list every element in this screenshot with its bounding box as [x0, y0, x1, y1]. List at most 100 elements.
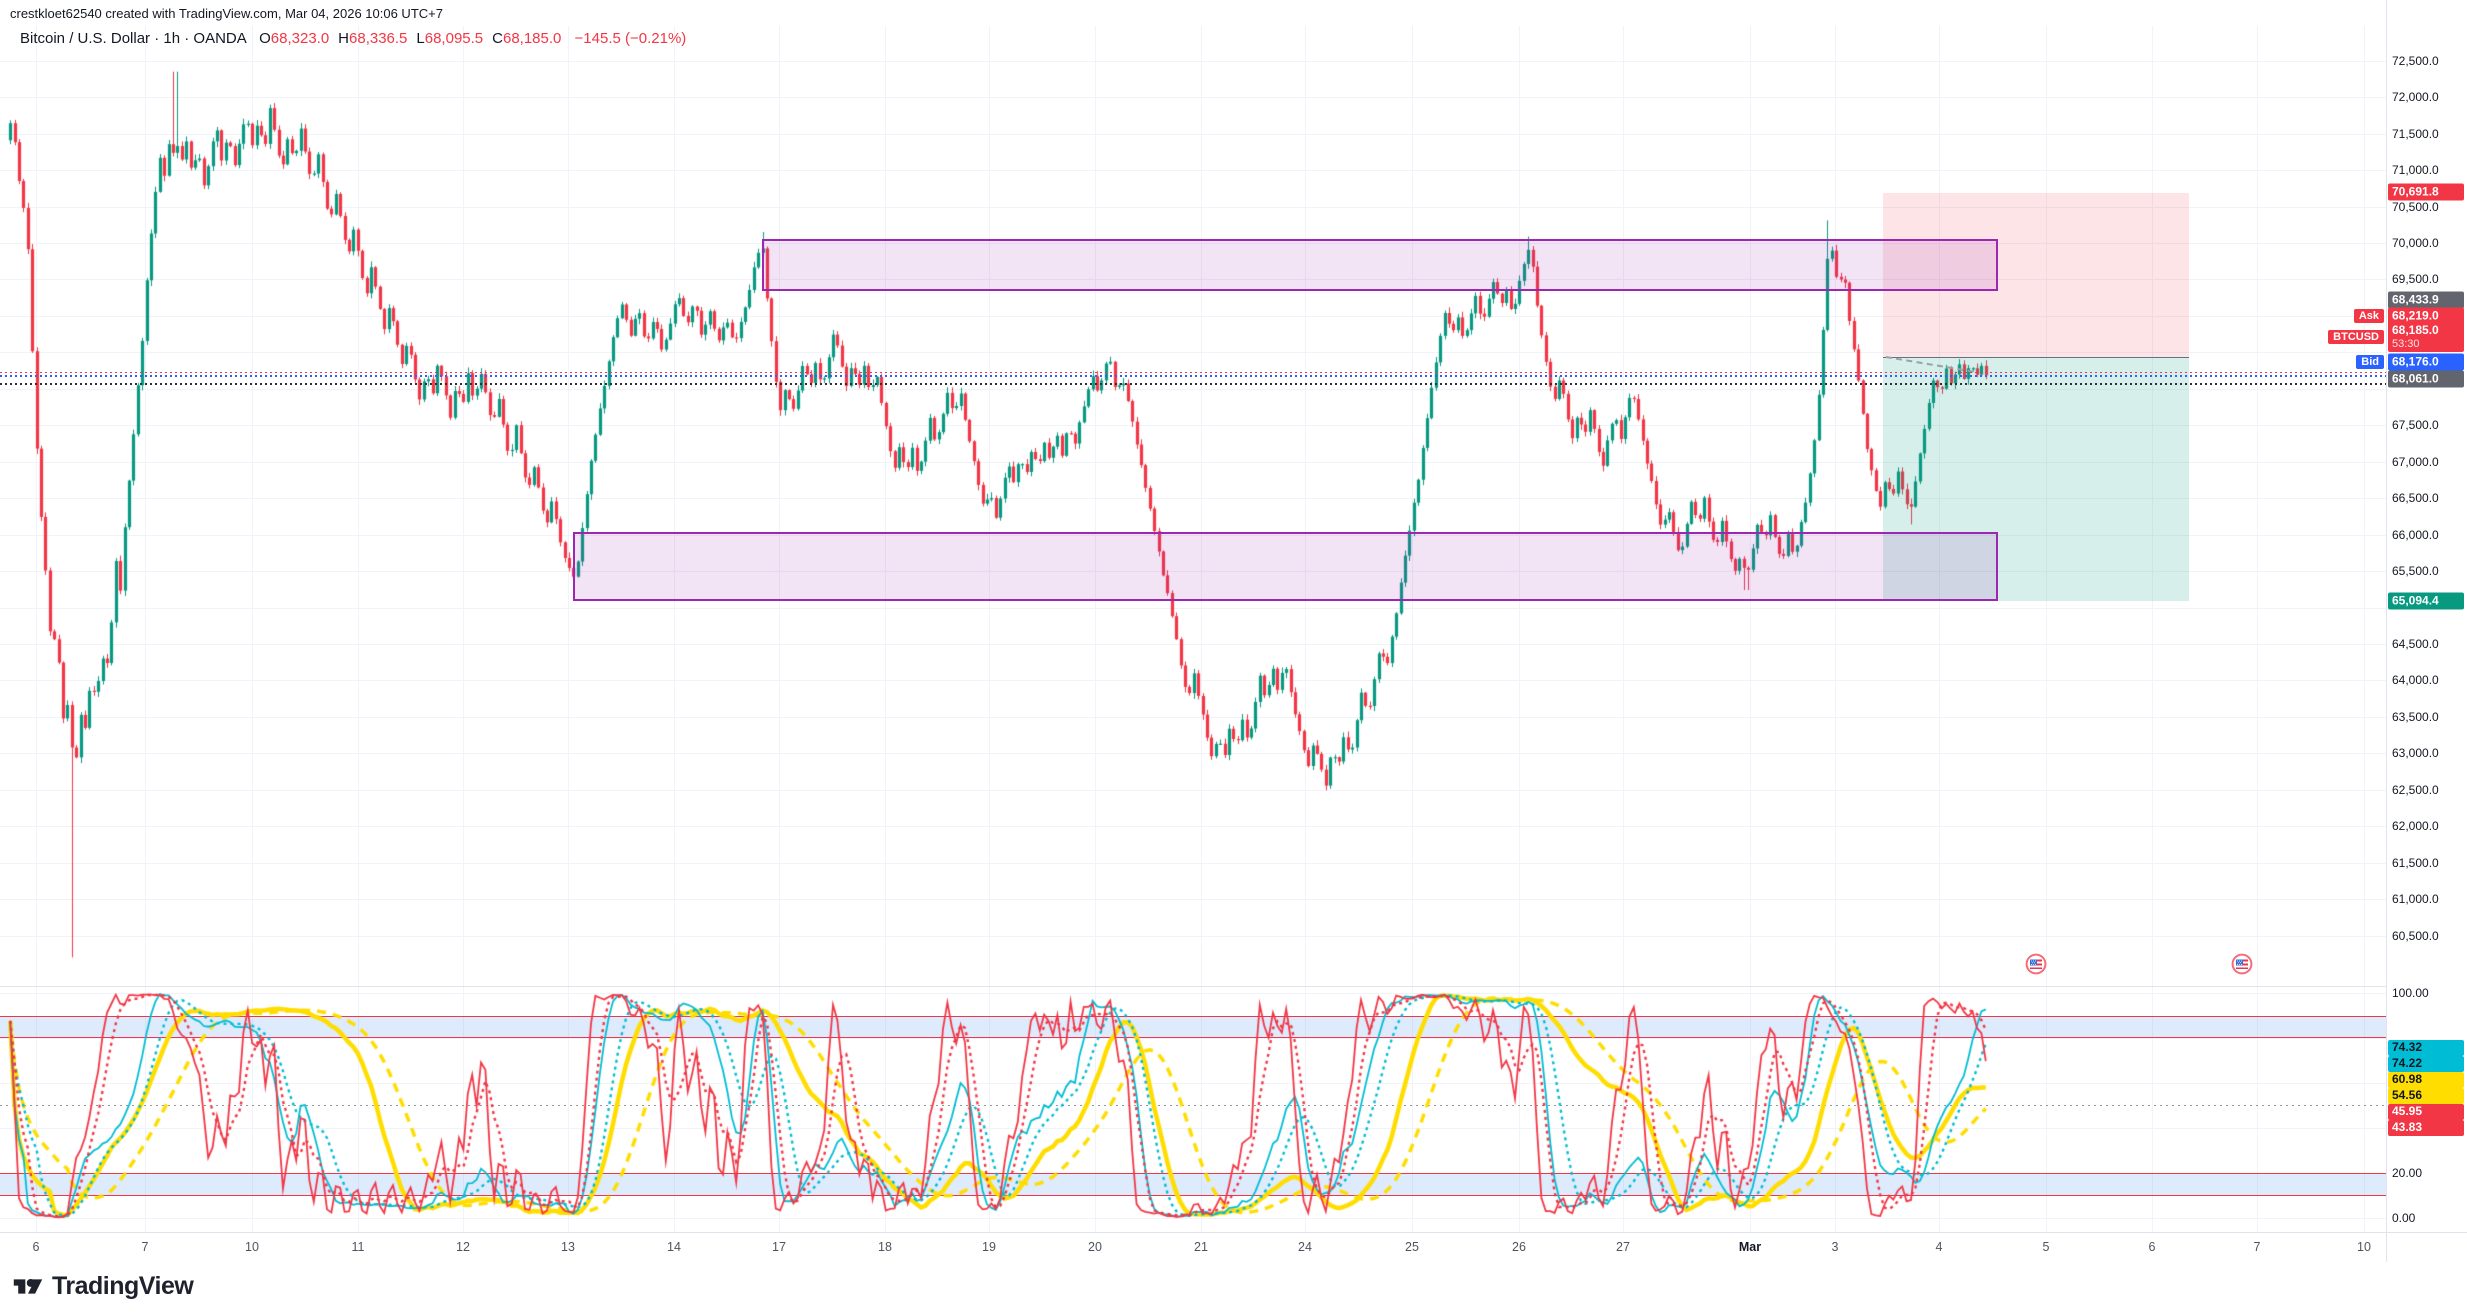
time-axis-label: 14 — [667, 1240, 681, 1254]
oscillator-value-label: 74.32 — [2388, 1040, 2464, 1056]
price-label-text: 68,185.0 — [2392, 322, 2439, 337]
btcusd-tag: BTCUSD — [2328, 330, 2384, 344]
time-axis-label: 5 — [2042, 1240, 2050, 1254]
price-axis-value-label: 68,061.0 — [2388, 370, 2464, 388]
symbol-info-row[interactable]: Bitcoin / U.S. Dollar · 1h · OANDA O68,3… — [20, 30, 686, 47]
time-axis-label: 12 — [456, 1240, 470, 1254]
price-axis-tick: 71,000.0 — [2392, 163, 2439, 178]
ask-tag: Ask — [2353, 309, 2384, 323]
time-axis-label: 25 — [1405, 1240, 1419, 1254]
time-axis-label: 3 — [1831, 1240, 1839, 1254]
change-value: −145.5 (−0.21%) — [574, 30, 687, 47]
ohlc-key: C — [492, 30, 503, 47]
price-axis-tick: 62,000.0 — [2392, 819, 2439, 834]
ohlc-key: L — [416, 30, 425, 47]
interval-label[interactable]: 1h — [163, 30, 181, 47]
short-position-stop-box[interactable] — [1883, 192, 2189, 358]
symbol-title[interactable]: Bitcoin / U.S. Dollar — [20, 30, 151, 47]
price-axis-tick: 72,000.0 — [2392, 90, 2439, 105]
price-axis-tick: 67,500.0 — [2392, 418, 2439, 433]
price-axis-tick: 63,000.0 — [2392, 746, 2439, 761]
oscillator-axis-tick: 20.00 — [2392, 1166, 2423, 1180]
ohlc-key: H — [338, 30, 350, 47]
price-axis-value-label: 68,176.0 — [2388, 353, 2464, 371]
time-axis-label: 17 — [772, 1240, 786, 1254]
price-label-text: 68,061.0 — [2392, 371, 2439, 386]
price-axis-separator — [2386, 0, 2387, 1262]
price-axis-value-label: 68,433.9 — [2388, 291, 2464, 309]
price-axis-tick: 66,500.0 — [2392, 491, 2439, 506]
time-axis-label: 13 — [561, 1240, 575, 1254]
price-axis-tick: 67,000.0 — [2392, 454, 2439, 469]
bid-price-line — [0, 375, 2386, 377]
time-axis-label: 26 — [1512, 1240, 1526, 1254]
price-axis-value-label: 70,691.8 — [2388, 183, 2464, 201]
oscillator-value-label: 60.98 — [2388, 1072, 2464, 1088]
separator-dot: · — [154, 30, 160, 47]
ask-price-line — [0, 371, 2386, 374]
supply-zone-drawing[interactable] — [762, 239, 1998, 292]
price-axis-tick: 61,000.0 — [2392, 892, 2439, 907]
time-axis-label: 7 — [2253, 1240, 2261, 1254]
exchange-label[interactable]: OANDA — [193, 30, 246, 47]
price-axis-tick: 70,000.0 — [2392, 236, 2439, 250]
price-label-text: 70,691.8 — [2392, 184, 2439, 199]
time-axis-label: 10 — [2357, 1240, 2371, 1254]
ohlc-key: O — [259, 30, 271, 47]
time-axis-label: 27 — [1616, 1240, 1630, 1254]
time-axis-label: 19 — [982, 1240, 996, 1254]
price-axis-value-label: 65,094.4 — [2388, 592, 2464, 610]
main-chart-canvas[interactable] — [0, 26, 2386, 986]
price-axis-tick: 62,500.0 — [2392, 782, 2439, 797]
demand-zone-drawing[interactable] — [573, 532, 1998, 601]
short-position-profit-box[interactable] — [1883, 357, 2189, 601]
time-axis-label: 11 — [351, 1240, 365, 1254]
ohlc-value: 68,336.5 — [349, 30, 408, 47]
oscillator-value-label: 74.22 — [2388, 1056, 2464, 1072]
price-axis-tick: 64,500.0 — [2392, 637, 2439, 651]
price-label-text: 68,433.9 — [2392, 292, 2439, 307]
price-label-text: 68,176.0 — [2392, 354, 2439, 369]
ohlc-value: 68,185.0 — [502, 30, 562, 47]
time-axis-label: 6 — [32, 1240, 40, 1254]
oscillator-value-label: 45.95 — [2388, 1104, 2464, 1120]
price-axis-value-label: 68,219.0 — [2388, 307, 2464, 325]
price-axis-tick: 71,500.0 — [2392, 126, 2439, 141]
bid-tag: Bid — [2356, 355, 2384, 369]
time-axis-label: 7 — [141, 1240, 149, 1254]
ohlc-value: 68,323.0 — [270, 30, 330, 47]
price-axis-tick: 65,500.0 — [2392, 564, 2439, 578]
time-axis-label: 18 — [878, 1240, 892, 1254]
price-axis-tick: 64,000.0 — [2392, 673, 2439, 688]
tradingview-logo-text: TradingView — [52, 1272, 194, 1300]
time-axis-label: 20 — [1088, 1240, 1102, 1254]
oscillator-value-label: 43.83 — [2388, 1120, 2464, 1136]
time-axis-label: 24 — [1298, 1240, 1312, 1254]
time-axis-label: 6 — [2148, 1240, 2156, 1254]
ohlc-values: O68,323.0 H68,336.5 L68,095.5 C68,185.0 — [250, 30, 561, 47]
price-axis-tick: 63,500.0 — [2392, 709, 2439, 724]
price-axis-tick: 60,500.0 — [2392, 928, 2439, 943]
price-axis-tick: 70,500.0 — [2392, 199, 2439, 214]
time-axis-label: 10 — [245, 1240, 259, 1254]
tradingview-logo-icon — [13, 1279, 43, 1294]
price-axis-tick: 72,500.0 — [2392, 53, 2439, 68]
short-position-entry-line[interactable] — [1883, 357, 2189, 359]
price-label-text: 65,094.4 — [2392, 593, 2439, 608]
oscillator-axis-tick: 100.00 — [2392, 986, 2429, 1000]
pane-separator[interactable] — [0, 986, 2386, 987]
tradingview-logo[interactable]: TradingView — [12, 1272, 194, 1301]
us-economic-event-icon[interactable] — [2231, 953, 2253, 975]
time-axis-label: 21 — [1194, 1240, 1208, 1254]
oscillator-canvas[interactable] — [0, 986, 2386, 1232]
separator-dot: · — [184, 30, 190, 47]
price-axis-value-label: 68,185.0 53:30 — [2388, 322, 2464, 352]
time-axis-label: 4 — [1935, 1240, 1943, 1254]
price-axis-tick: 66,000.0 — [2392, 527, 2439, 542]
price-axis-tick: 69,500.0 — [2392, 272, 2439, 287]
attribution-text: crestkloet62540 created with TradingView… — [10, 6, 443, 21]
us-economic-event-icon[interactable] — [2025, 953, 2047, 975]
price-axis-tick: 61,500.0 — [2392, 855, 2439, 870]
time-axis-label: Mar — [1738, 1240, 1762, 1254]
